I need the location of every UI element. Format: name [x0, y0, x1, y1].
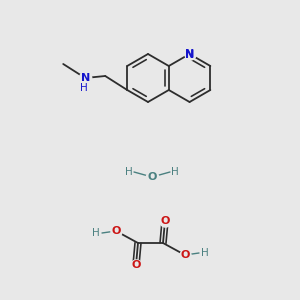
Text: N: N	[81, 73, 90, 83]
Text: H: H	[201, 248, 209, 258]
Text: O: O	[147, 172, 157, 182]
Text: H: H	[80, 83, 88, 93]
Text: O: O	[131, 260, 141, 270]
Text: O: O	[111, 226, 121, 236]
Text: H: H	[171, 167, 179, 177]
Text: H: H	[92, 228, 100, 238]
Text: H: H	[125, 167, 133, 177]
Text: N: N	[185, 49, 194, 59]
Text: N: N	[185, 50, 194, 60]
Text: O: O	[160, 216, 170, 226]
Text: O: O	[180, 250, 190, 260]
